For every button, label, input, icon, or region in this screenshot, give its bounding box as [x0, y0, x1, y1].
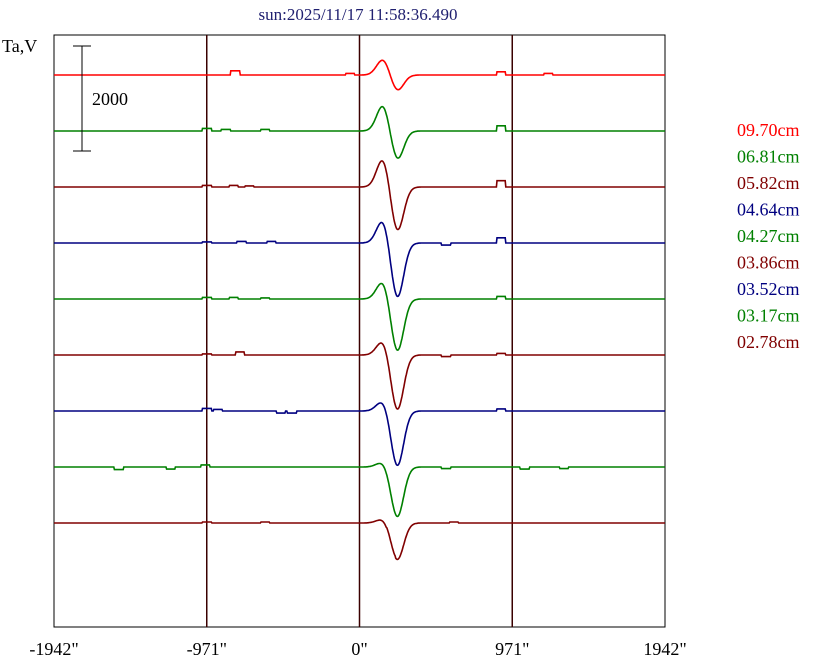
series-group	[54, 59, 665, 561]
legend-entry-4: 04.27cm	[737, 226, 800, 246]
scale-bar-label: 2000	[92, 89, 128, 109]
series-line-6	[54, 402, 665, 467]
series-line-1	[54, 105, 665, 159]
x-tick-label-1: -971"	[187, 639, 227, 659]
legend-entry-8: 02.78cm	[737, 332, 800, 352]
scale-bar: 2000	[73, 45, 128, 152]
legend-entry-1: 06.81cm	[737, 147, 800, 167]
x-tick-labels: -1942" -971" 0" 971" 1942"	[29, 639, 686, 659]
series-line-7	[54, 462, 665, 518]
x-tick-label-0: -1942"	[29, 639, 78, 659]
legend-entry-6: 03.52cm	[737, 279, 800, 299]
chart-title: sun:2025/11/17 11:58:36.490	[259, 5, 458, 24]
legend-entry-0: 09.70cm	[737, 120, 800, 140]
y-axis-label: Ta,V	[2, 36, 37, 56]
x-tick-label-4: 1942"	[643, 639, 686, 659]
legend-entry-5: 03.86cm	[737, 253, 800, 273]
series-line-8	[54, 519, 665, 561]
series-line-4	[54, 282, 665, 351]
series-line-5	[54, 342, 665, 410]
x-tick-label-3: 971"	[495, 639, 529, 659]
series-line-2	[54, 160, 665, 231]
series-line-0	[54, 59, 665, 91]
legend-entry-2: 05.82cm	[737, 173, 800, 193]
legend-entry-3: 04.64cm	[737, 200, 800, 220]
grid-lines	[206, 35, 513, 627]
x-tick-label-2: 0"	[351, 639, 367, 659]
series-line-3	[54, 221, 665, 298]
legend-entry-7: 03.17cm	[737, 306, 800, 326]
legend: 09.70cm 06.81cm 05.82cm 04.64cm 04.27cm 03.86…	[737, 120, 800, 352]
